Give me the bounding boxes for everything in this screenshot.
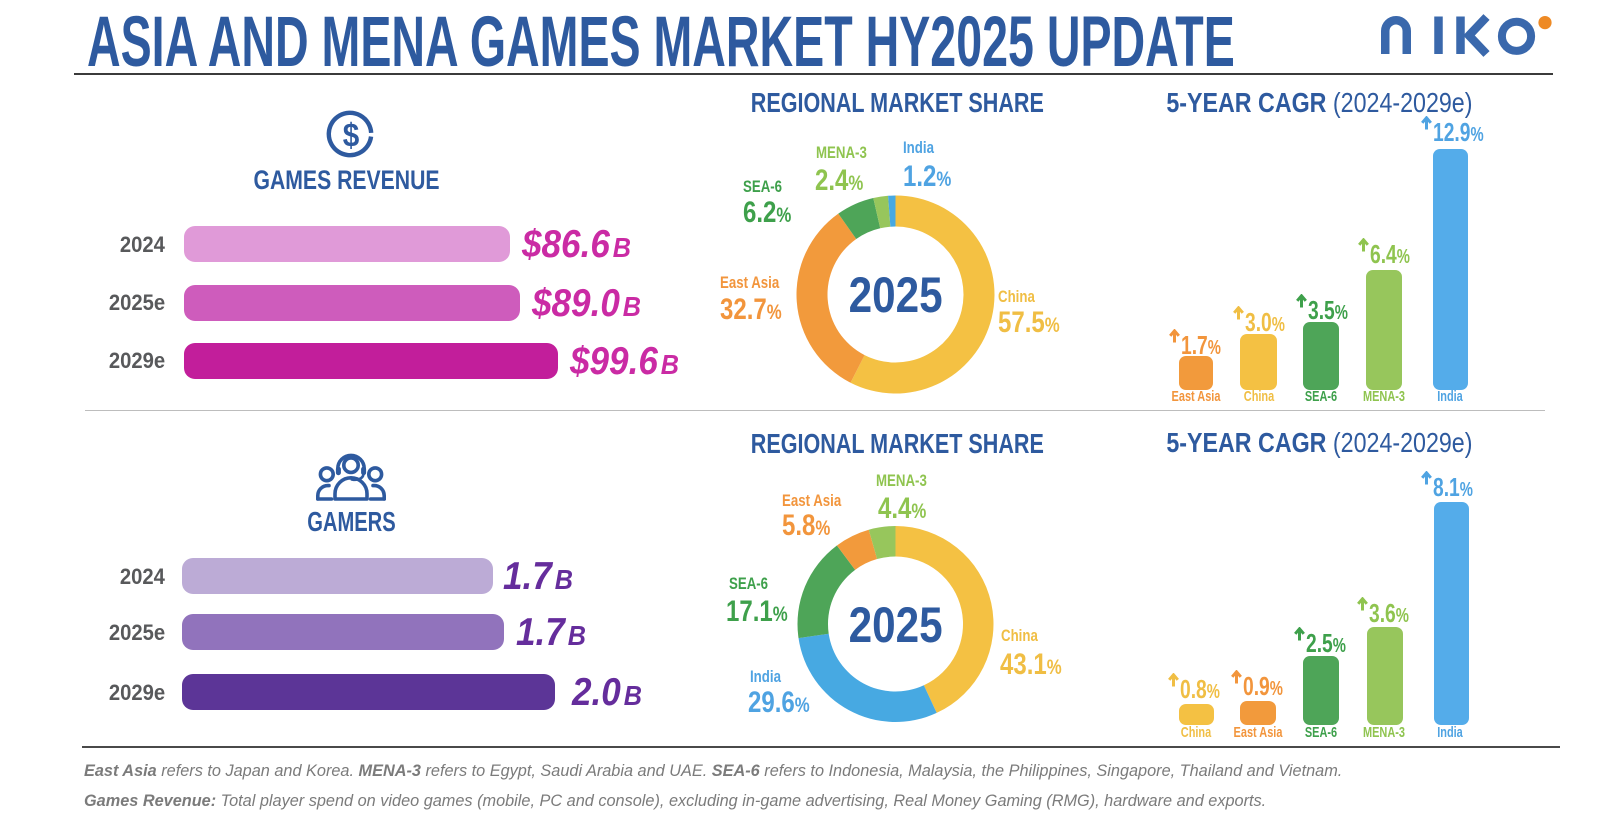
svg-text:$: $ [343, 117, 360, 154]
